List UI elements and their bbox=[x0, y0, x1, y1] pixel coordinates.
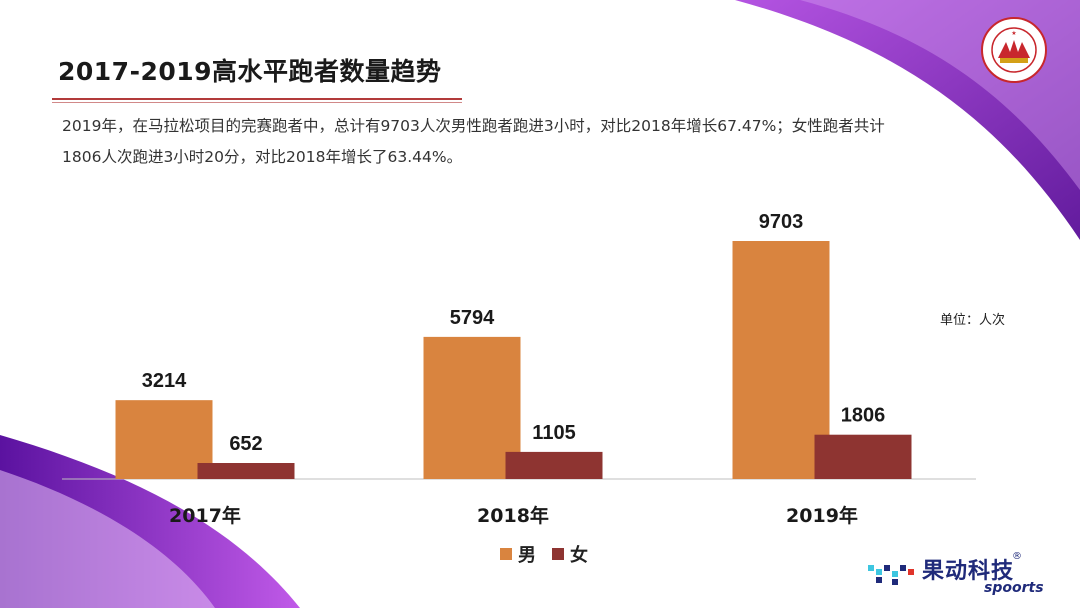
page-title: 2017-2019高水平跑者数量趋势 bbox=[58, 57, 442, 86]
legend-item-male: 男 bbox=[500, 541, 536, 567]
brand-logo: 果动科技 ® spoorts bbox=[862, 551, 1072, 599]
data-label-male-0: 3214 bbox=[142, 370, 187, 392]
bar-male-0 bbox=[115, 400, 213, 479]
unit-label: 单位：人次 bbox=[940, 313, 1006, 328]
description-text: 2019年，在马拉松项目的完赛跑者中，总计有9703人次男性跑者跑进3小时，对比… bbox=[62, 117, 885, 166]
x-tick-label-2: 2019年 bbox=[786, 504, 858, 527]
x-tick-label-0: 2017年 bbox=[169, 504, 241, 527]
brand-name-en: spoorts bbox=[984, 580, 1044, 596]
data-label-female-2: 1806 bbox=[841, 405, 886, 427]
legend-swatch-female bbox=[552, 548, 564, 560]
bar-male-2 bbox=[732, 241, 830, 479]
bottom-left-swoosh-light bbox=[0, 470, 215, 608]
title-underline bbox=[52, 98, 462, 103]
data-label-female-1: 1105 bbox=[532, 422, 575, 444]
checkered-flag-icon bbox=[868, 565, 914, 585]
bar-male-1 bbox=[423, 336, 521, 479]
bar-female-1 bbox=[505, 451, 603, 479]
legend-label-female: 女 bbox=[570, 545, 588, 566]
bar-female-2 bbox=[814, 434, 912, 479]
brand-name-cn: 果动科技 bbox=[922, 559, 1015, 584]
data-label-female-0: 652 bbox=[229, 433, 262, 455]
registered-mark: ® bbox=[1012, 551, 1022, 562]
legend-item-female: 女 bbox=[552, 541, 588, 567]
association-seal-icon: ★ bbox=[981, 17, 1047, 83]
legend-swatch-male bbox=[500, 548, 512, 560]
data-label-male-2: 9703 bbox=[759, 211, 804, 233]
data-label-male-1: 5794 bbox=[450, 307, 495, 329]
chart-legend: 男 女 bbox=[500, 541, 604, 567]
svg-text:★: ★ bbox=[1011, 30, 1016, 37]
legend-label-male: 男 bbox=[518, 545, 536, 566]
x-tick-label-1: 2018年 bbox=[477, 504, 549, 527]
bar-female-0 bbox=[197, 463, 295, 479]
association-logo: ★ bbox=[980, 16, 1048, 84]
